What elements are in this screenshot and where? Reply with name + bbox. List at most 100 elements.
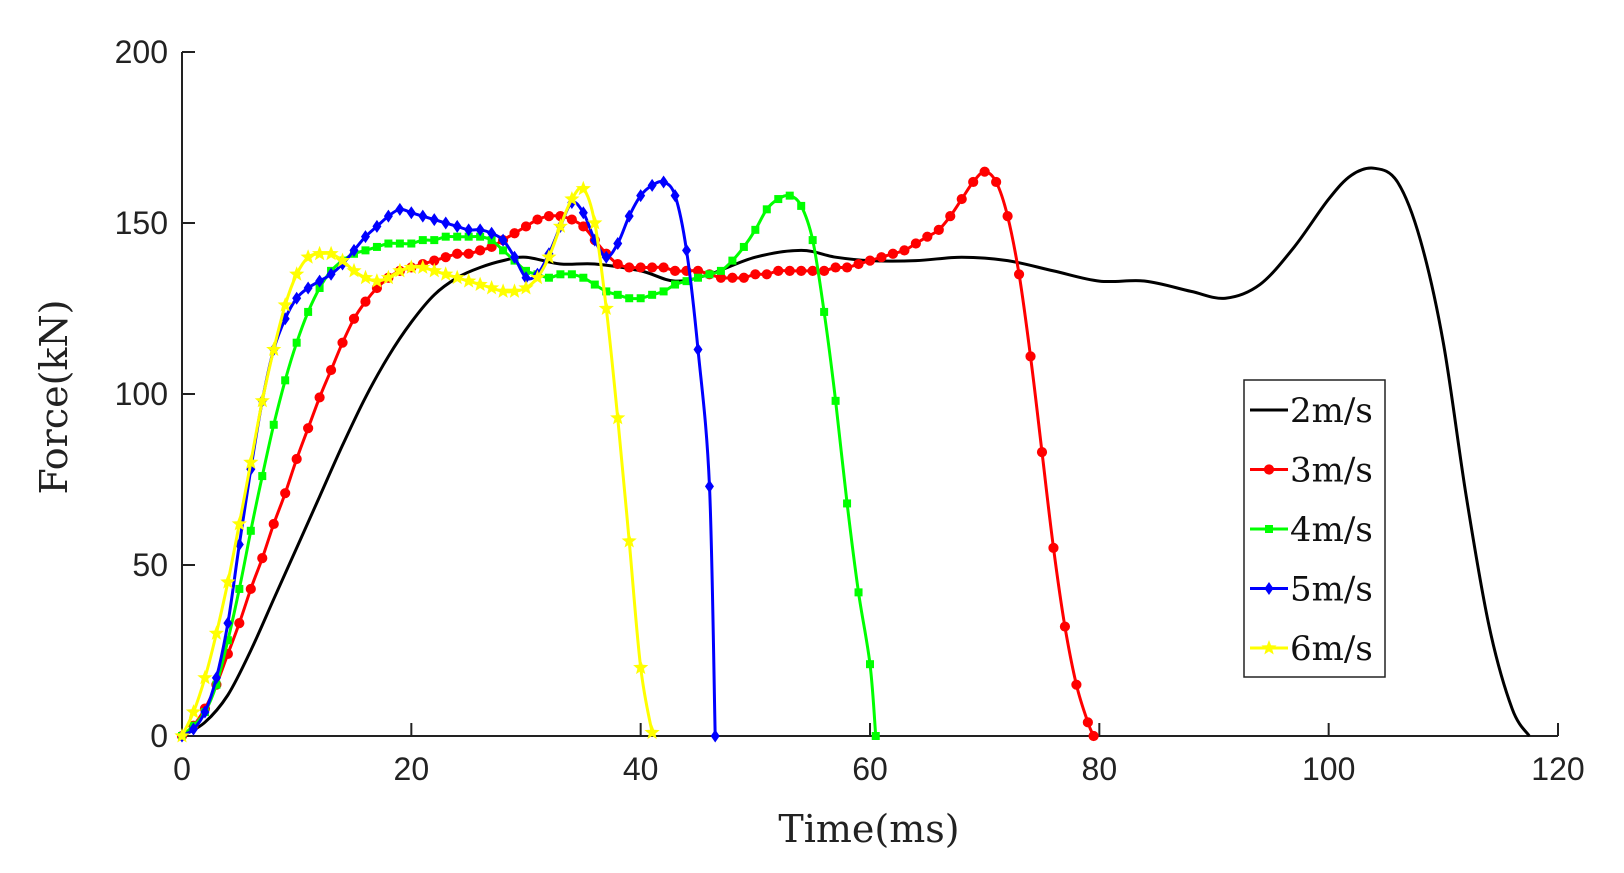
data-point [694,273,702,282]
data-point [819,265,830,276]
data-point [357,269,374,285]
y-tick-label: 100 [115,376,168,412]
data-point [625,294,634,303]
data-point [1025,351,1036,362]
data-point [796,265,807,276]
data-point [254,392,270,408]
data-point [246,526,255,535]
data-point [403,259,419,274]
x-axis-title: Time(ms) [778,807,959,851]
data-point [1002,211,1013,222]
data-point [750,269,761,280]
data-point [968,176,979,188]
data-point [727,272,738,283]
data-point [291,453,302,465]
data-point [1088,730,1099,742]
data-point [716,266,725,275]
legend-item: 2m/s [1250,391,1373,431]
data-point [314,392,325,403]
data-point [636,294,645,303]
data-point [659,175,669,189]
data-point [1013,269,1025,280]
data-point [705,270,714,279]
data-point [337,337,348,348]
data-point [784,265,795,276]
data-point [223,616,233,630]
data-point [601,250,611,264]
data-point [633,659,649,675]
legend-label: 5m/s [1290,570,1373,610]
data-point [304,307,313,316]
data-point [326,267,336,281]
data-point [522,266,530,275]
data-point [669,265,681,276]
data-point [234,618,245,629]
data-point [1082,717,1093,728]
data-point [257,553,268,564]
data-point [289,266,305,281]
legend-item: 3m/s [1250,451,1373,491]
data-point [751,225,760,234]
data-point [556,270,565,279]
data-point [452,219,462,233]
legend-swatch-marker [1261,640,1277,655]
data-point [636,189,646,203]
data-point [590,280,599,289]
series-layer [174,166,1531,743]
x-tick-label: 20 [394,751,430,787]
data-point [635,262,646,273]
legend-item: 4m/s [1250,510,1373,550]
data-point [575,180,591,196]
data-point [864,255,876,266]
legend-label: 2m/s [1290,391,1373,431]
data-point [245,583,256,595]
data-point [738,272,749,283]
data-point [472,276,488,291]
data-point [587,215,603,230]
data-point [899,245,910,256]
data-point [395,202,405,216]
data-point [484,280,500,295]
data-point [323,245,339,261]
data-point [292,291,302,305]
data-point [277,297,293,312]
data-point [785,191,794,200]
data-point [487,226,497,240]
data-point [579,273,588,282]
data-point [979,166,990,177]
data-point [876,252,887,263]
data-point [1048,542,1059,554]
data-point [303,423,314,434]
x-tick-label: 80 [1082,751,1118,787]
data-point [174,728,190,743]
data-point [266,341,282,356]
data-point [464,232,473,241]
data-point [372,219,382,233]
data-point [463,248,474,259]
data-point [682,243,692,257]
legend: 2m/s 3m/s 4m/s 5m/s 6m/s [1243,379,1386,678]
data-point [440,252,451,263]
legend-item: 6m/s [1250,629,1373,669]
data-point [464,223,474,237]
data-point [498,233,508,247]
data-point [383,209,393,223]
data-point [509,228,520,239]
data-point [384,239,393,248]
data-point [624,262,635,273]
data-point [499,246,508,255]
y-tick-label: 0 [150,718,168,754]
data-point [200,705,210,719]
data-point [578,206,588,220]
data-point [956,193,967,205]
data-point [395,239,404,248]
data-point [853,258,864,270]
data-point [406,206,416,220]
data-point [871,732,880,740]
data-point [506,283,523,298]
series-line [181,166,1531,738]
data-point [854,588,863,597]
data-point [831,396,840,405]
data-point [346,262,362,278]
data-point [910,238,921,249]
